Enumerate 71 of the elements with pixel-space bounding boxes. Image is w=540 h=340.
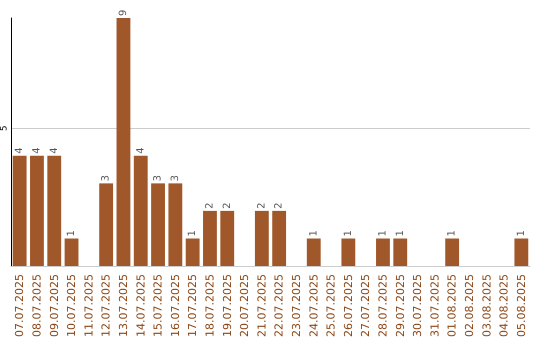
x-tick-label: 24.07.2025 (307, 274, 320, 338)
x-tick-label: 20.07.2025 (238, 274, 252, 338)
data-label: 1 (516, 230, 527, 236)
data-label: 3 (100, 174, 112, 182)
x-tick-label: 19.07.2025 (220, 274, 234, 338)
x-tick-label: 27.07.2025 (359, 274, 372, 338)
x-tick-label: 01.08.2025 (446, 274, 459, 338)
bar (220, 210, 234, 266)
bar (306, 238, 321, 266)
bar (168, 183, 182, 266)
bar (151, 183, 165, 266)
bar (445, 238, 460, 266)
data-label: 2 (222, 202, 233, 209)
data-label: 2 (274, 202, 285, 209)
bar (47, 156, 62, 266)
bar (203, 210, 217, 266)
bar (393, 238, 408, 266)
bar (341, 238, 356, 266)
x-tick-label: 18.07.2025 (203, 274, 216, 338)
x-tick-label: 23.07.2025 (290, 274, 303, 338)
bar (134, 156, 148, 266)
x-tick-label: 28.07.2025 (376, 274, 390, 338)
data-label: 1 (66, 230, 78, 236)
x-tick-label: 26.07.2025 (342, 274, 355, 338)
data-label: 1 (187, 230, 198, 236)
data-label: 4 (14, 147, 26, 154)
data-label: 2 (204, 202, 216, 209)
x-tick-label: 17.07.2025 (186, 274, 200, 338)
data-label: 1 (394, 230, 406, 236)
x-tick-label: 16.07.2025 (168, 274, 182, 338)
x-tick-label: 05.08.2025 (514, 274, 528, 338)
bar (254, 210, 269, 266)
bar (514, 238, 528, 266)
x-tick-label: 03.08.2025 (480, 274, 494, 338)
data-label: 2 (256, 202, 268, 209)
y-tick-label: 5 (0, 125, 10, 132)
bar (116, 18, 130, 266)
x-tick-label: 08.07.2025 (30, 274, 44, 338)
x-tick-label: 02.08.2025 (462, 274, 476, 338)
data-label: 1 (342, 230, 354, 236)
x-tick-label: 10.07.2025 (65, 274, 78, 338)
x-tick-label: 12.07.2025 (100, 274, 113, 338)
x-tick-label: 25.07.2025 (324, 274, 338, 338)
x-tick-label: 13.07.2025 (116, 274, 130, 338)
data-label: 1 (308, 230, 320, 236)
bar (186, 238, 200, 266)
x-tick-label: 30.07.2025 (411, 274, 424, 338)
x-tick-label: 22.07.2025 (272, 274, 286, 338)
bar (64, 238, 78, 266)
x-tick-label: 09.07.2025 (48, 274, 61, 338)
x-tick-label: 11.07.2025 (82, 274, 96, 338)
data-label: 4 (48, 147, 60, 154)
bar (272, 210, 286, 266)
x-tick-label: 14.07.2025 (134, 274, 148, 338)
data-label: 4 (135, 147, 146, 154)
x-tick-label: 04.08.2025 (498, 274, 511, 338)
data-label: 9 (118, 10, 129, 16)
x-tick-label: 31.07.2025 (428, 274, 442, 338)
data-label: 3 (170, 174, 181, 182)
bar (12, 156, 27, 266)
bar (30, 156, 44, 266)
data-label: 1 (377, 230, 388, 236)
x-tick-label: 07.07.2025 (13, 274, 26, 338)
x-tick-label: 21.07.2025 (255, 274, 268, 338)
data-label: 1 (446, 230, 458, 236)
data-label: 3 (152, 174, 164, 182)
x-tick-label: 15.07.2025 (152, 274, 165, 338)
bar (99, 183, 114, 266)
bar (376, 238, 390, 266)
x-tick-label: 29.07.2025 (394, 274, 407, 338)
data-label: 4 (31, 147, 42, 154)
